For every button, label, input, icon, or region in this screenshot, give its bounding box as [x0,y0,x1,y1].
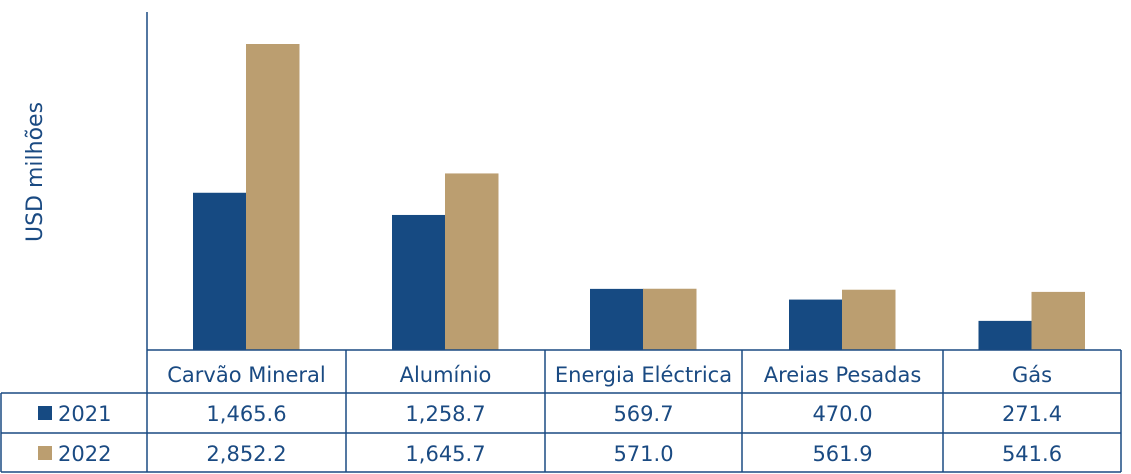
bar-2022-energia-electrica [643,288,697,350]
data-label-2021-energia-electrica: 569.7 [613,402,673,426]
data-label-2022-carvao-mineral: 2,852.2 [206,442,286,466]
data-label-2021-gas: 271.4 [1002,402,1062,426]
legend-swatch-2022 [38,446,52,460]
bar-2022-aluminio [445,173,499,350]
legend-swatch-2021 [38,406,52,420]
bar-2021-areias-pesadas [789,299,843,350]
legend-label-2022: 2022 [58,442,111,466]
data-label-2022-aluminio: 1,645.7 [405,442,485,466]
y-axis-label: USD milhões [23,102,48,242]
bars-group [193,44,1085,350]
bar-2021-gas [978,320,1032,350]
bar-2021-aluminio [392,214,446,350]
category-label-gas: Gás [1012,363,1052,387]
data-label-2021-areias-pesadas: 470.0 [812,402,872,426]
data-label-2021-carvao-mineral: 1,465.6 [206,402,286,426]
bar-2021-carvao-mineral [193,192,247,350]
data-table: Carvão Mineral Alumínio Energia Eléctrica A… [0,349,1122,473]
bar-2022-carvao-mineral [246,44,300,350]
bar-2021-energia-electrica [590,288,644,350]
category-label-aluminio: Alumínio [400,363,492,387]
legend-label-2021: 2021 [58,402,111,426]
category-label-carvao-mineral: Carvão Mineral [167,363,326,387]
bar-2022-gas [1031,291,1085,350]
category-label-energia-electrica: Energia Eléctrica [555,363,732,387]
category-label-areias-pesadas: Areias Pesadas [764,363,922,387]
data-label-2021-aluminio: 1,258.7 [405,402,485,426]
data-label-2022-gas: 541.6 [1002,442,1062,466]
data-label-2022-energia-electrica: 571.0 [613,442,673,466]
bar-2022-areias-pesadas [842,289,896,350]
data-label-2022-areias-pesadas: 561.9 [812,442,872,466]
